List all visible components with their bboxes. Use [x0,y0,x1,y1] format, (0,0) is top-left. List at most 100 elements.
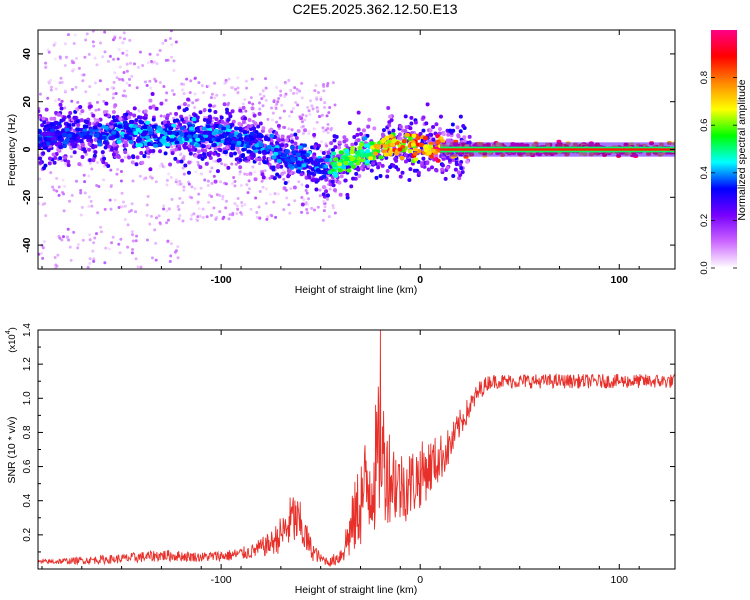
spectrogram-ridge-cell [340,154,346,159]
spectrogram-noise-cell [220,162,224,166]
spectrogram-cell [458,129,463,134]
spectrogram-noise-cell [103,207,107,211]
spectrogram-ridge-cell [344,148,350,153]
spectrogram-xtick-label: 100 [610,274,628,286]
spectrogram-cell [159,133,164,138]
spectrogram-noise-cell [266,117,270,121]
spectrogram-cell [56,112,61,117]
spectrogram-ridge-cell [53,125,59,130]
spectrogram-noise-cell [224,163,228,167]
spectrogram-cell [419,161,424,166]
spectrogram-noise-cell [102,178,106,182]
spectrogram-noise-cell [130,230,134,234]
spectrogram-cell [356,138,361,143]
spectrogram-cell [41,151,46,156]
spectrogram-ridge-cell [157,143,163,148]
spectrogram-noise-cell [272,98,276,102]
spectrogram-cell [143,109,148,114]
spectrogram-noise-cell [165,209,169,213]
spectrogram-cell [186,97,191,102]
spectrogram-cell [350,142,355,147]
spectrogram-cell [416,170,421,175]
spectrogram-noise-cell [79,188,83,192]
spectrogram-noise-cell [193,76,197,80]
spectrogram-cell [459,159,464,164]
spectrogram-cell [421,156,426,161]
spectrogram-cell [87,147,92,152]
spectrogram-noise-cell [63,106,67,110]
spectrogram-ridge-cell [195,128,201,133]
spectrogram-noise-cell [156,53,160,57]
spectrogram-ridge-cell [382,144,388,149]
spectrogram-noise-cell [59,76,63,80]
spectrogram-noise-cell [249,96,253,100]
spectrogram-noise-cell [55,176,59,180]
spectrogram-noise-cell [231,181,235,185]
spectrogram-cell [279,164,284,169]
spectrogram-cell [76,123,81,128]
spectrogram-cell [213,109,218,114]
snr-xtick-label: 0 [417,574,423,586]
spectrogram-noise-cell [80,205,84,209]
spectrogram-ridge-cell [49,141,55,146]
spectrogram-cell [148,149,153,154]
spectrogram-noise-cell [162,84,166,88]
spectrogram-ridge-cell [207,127,213,132]
spectrogram-cell [441,132,446,137]
spectrogram-ridge-cell [304,153,310,158]
spectrogram-ridge-cell [256,133,262,138]
spectrogram-cell [458,114,463,119]
snr-series-line [38,330,675,567]
spectrogram-ridge-cell [195,137,201,142]
spectrogram-ridge-cell [201,126,207,131]
spectrogram-ridge-cell [410,142,416,147]
spectrogram-cell [293,141,298,146]
spectrogram-cell [101,160,106,165]
spectrogram-cell [207,114,212,119]
spectrogram-cell [103,145,108,150]
spectrogram-noise-cell [274,107,278,111]
spectrogram-cell [111,109,116,114]
spectrogram-ridge-cell [228,133,234,138]
spectrogram-noise-cell [307,197,311,201]
spectrogram-axes: -100 0 100 -40 -20 0 20 40 [21,30,675,286]
spectrogram-noise-cell [169,254,173,258]
spectrogram-noise-cell [92,257,96,261]
spectrogram-cell [371,161,376,166]
spectrogram-ridge-cell [236,140,242,145]
spectrogram-noise-cell [174,40,178,44]
spectrogram-noise-cell [191,101,195,105]
spectrogram-noise-cell [310,206,314,210]
spectrogram-noise-cell [240,201,244,205]
spectrogram-noise-cell [103,30,107,34]
spectrogram-noise-cell [287,203,291,207]
snr-multiplier: (x104) [5,327,18,353]
spectrogram-noise-cell [253,170,257,174]
spectrogram-noise-cell [128,77,132,81]
spectrogram-cell [408,167,413,172]
spectrogram-cell [179,159,184,164]
spectrogram-cell [183,163,188,168]
snr-multiplier-close: ) [7,327,18,330]
spectrogram-noise-cell [119,170,123,174]
spectrogram-ridge-cell [388,150,394,155]
spectrogram-cell [174,111,179,116]
spectrogram-noise-cell [165,91,169,95]
spectrogram-noise-cell [44,61,48,65]
spectrogram-noise-cell [144,80,148,84]
spectrogram-noise-cell [138,50,142,54]
spectrogram-noise-cell [118,251,122,255]
snr-ytick-label: 0.2 [22,527,33,541]
spectrogram-noise-cell [38,202,41,206]
spectrogram-noise-cell [38,252,41,256]
spectrogram-noise-cell [285,196,289,200]
spectrogram-noise-cell [238,172,242,176]
spectrogram-ridge-cell [146,126,152,131]
spectrogram-noise-cell [116,168,120,172]
spectrogram-noise-cell [293,199,297,203]
spectrogram-cell [337,180,342,185]
spectrogram-noise-cell [275,102,279,106]
spectrogram-noise-cell [167,172,171,176]
spectrogram-noise-cell [201,215,205,219]
spectrogram-ridge-cell [269,133,275,138]
